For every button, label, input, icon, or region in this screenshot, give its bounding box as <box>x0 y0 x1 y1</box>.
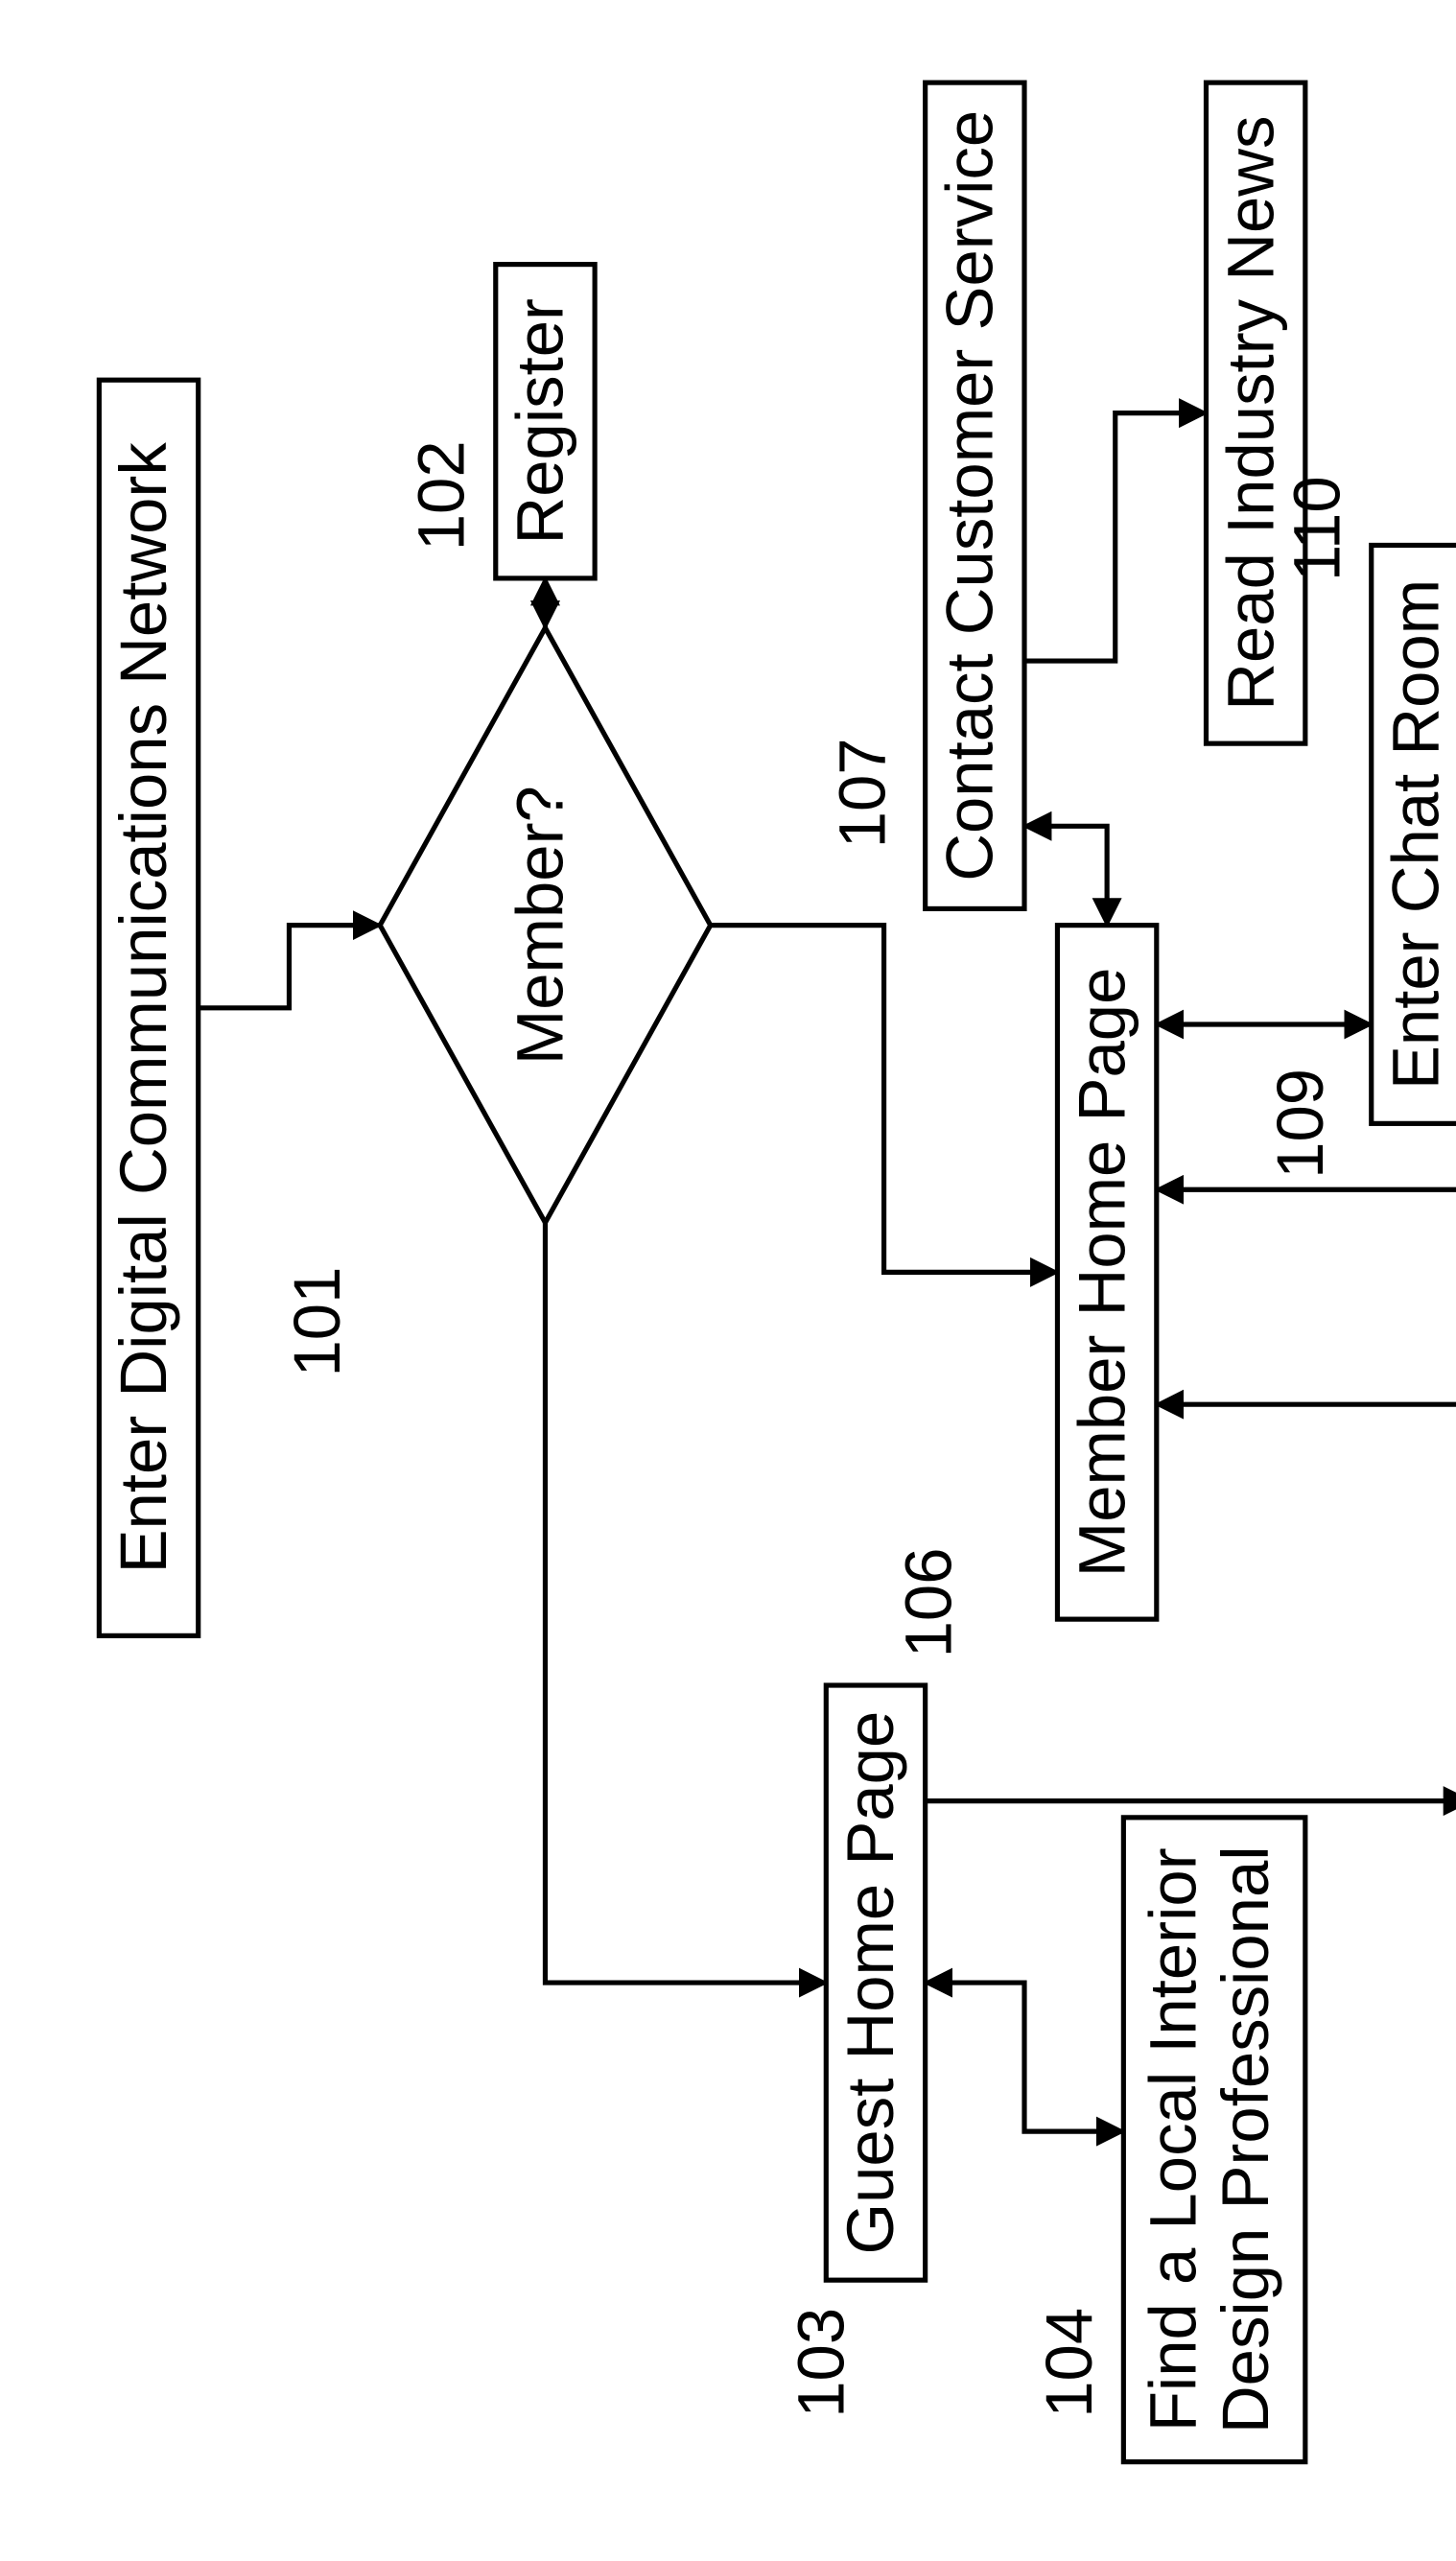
node-n_find-ref: 104 <box>1032 2308 1106 2418</box>
node-n_contact-label: Contact Customer Service <box>933 110 1007 881</box>
node-n_guest-label: Guest Home Page <box>834 1711 907 2255</box>
edge-n_contact-n_news <box>1024 413 1206 661</box>
node-n_news-label: Read Industry News <box>1213 115 1287 710</box>
node-n_member-ref: 101 <box>280 1267 354 1377</box>
edge-n_member-n_guest <box>545 1223 826 1983</box>
node-n_register-label: Register <box>504 298 577 545</box>
edge-n_guest-n_find <box>926 1983 1124 2131</box>
node-n_mhome-ref: 106 <box>891 1547 965 1657</box>
node-n_guest-ref: 103 <box>784 2308 857 2418</box>
node-n_chat-ref: 109 <box>1263 1069 1337 1179</box>
node-n_enter-label: Enter Digital Communications Network <box>106 442 180 1574</box>
node-n_chat-label: Enter Chat Room <box>1379 579 1453 1090</box>
edge-n_mhome-n_contact <box>1024 826 1107 925</box>
edge-n_guest-n_galleries <box>876 1685 1456 1801</box>
node-n_mhome-label: Member Home Page <box>1065 968 1139 1578</box>
node-n_register-ref: 102 <box>404 440 478 551</box>
node-n_find-label: Find a Local Interior <box>1136 1847 1209 2432</box>
node-n_news-ref: 110 <box>1280 476 1353 581</box>
node-n_find-label: Design Professional <box>1209 1845 1282 2433</box>
flowchart-diagram: Enter Digital Communications Network Memb… <box>0 0 1456 2561</box>
edge-n_member-n_mhome <box>711 926 1058 1273</box>
node-n_member-label: Member? <box>504 786 577 1065</box>
edge-n_enter-n_member <box>199 926 380 1008</box>
node-n_contact-ref: 107 <box>826 738 900 848</box>
